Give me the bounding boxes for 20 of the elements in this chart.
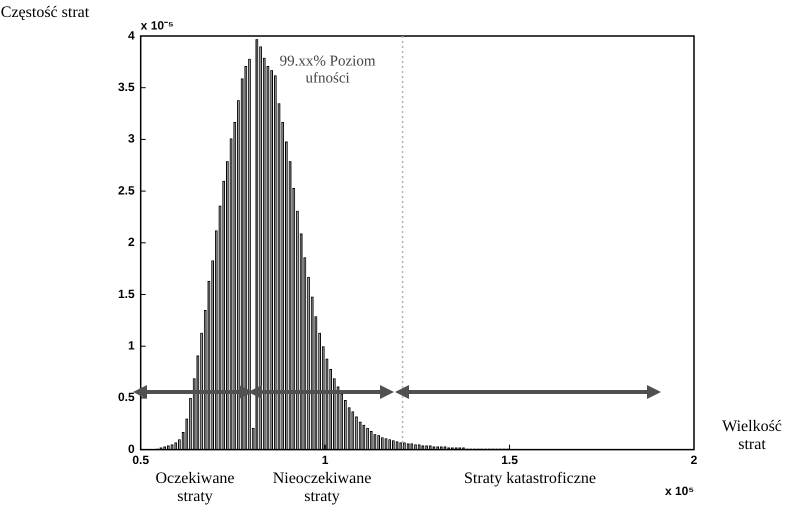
- y-tick-label: 2: [128, 235, 135, 250]
- y-tick-label: 0: [128, 442, 135, 456]
- text: Oczekiwane straty: [154, 470, 236, 506]
- y-tick-label: 4: [128, 28, 135, 42]
- y-tick-label: 0.5: [118, 390, 135, 404]
- x-tick-label: 2: [690, 453, 698, 468]
- ref-line-label: 99.xx% Poziom ufności: [280, 53, 376, 86]
- text: Straty katastroficzne: [463, 470, 597, 488]
- y-axis-title: Częstość strat: [0, 4, 90, 22]
- x-tick-label: 1: [322, 453, 329, 468]
- text: x 10⁻⁵: [140, 18, 174, 32]
- text: x 10⁵: [665, 484, 694, 498]
- y-tick-label: 3: [128, 132, 135, 146]
- x-axis-title: Wielkość strat: [721, 418, 783, 454]
- y-tick-label: 1.5: [118, 286, 135, 301]
- y-tick-label: 2.5: [118, 183, 135, 198]
- x-tick-label: 1.5: [501, 453, 518, 468]
- y-tick-label: 3.5: [118, 80, 135, 94]
- y-tick-label: 1: [128, 338, 135, 353]
- text: Nieoczekiwane straty: [272, 470, 372, 506]
